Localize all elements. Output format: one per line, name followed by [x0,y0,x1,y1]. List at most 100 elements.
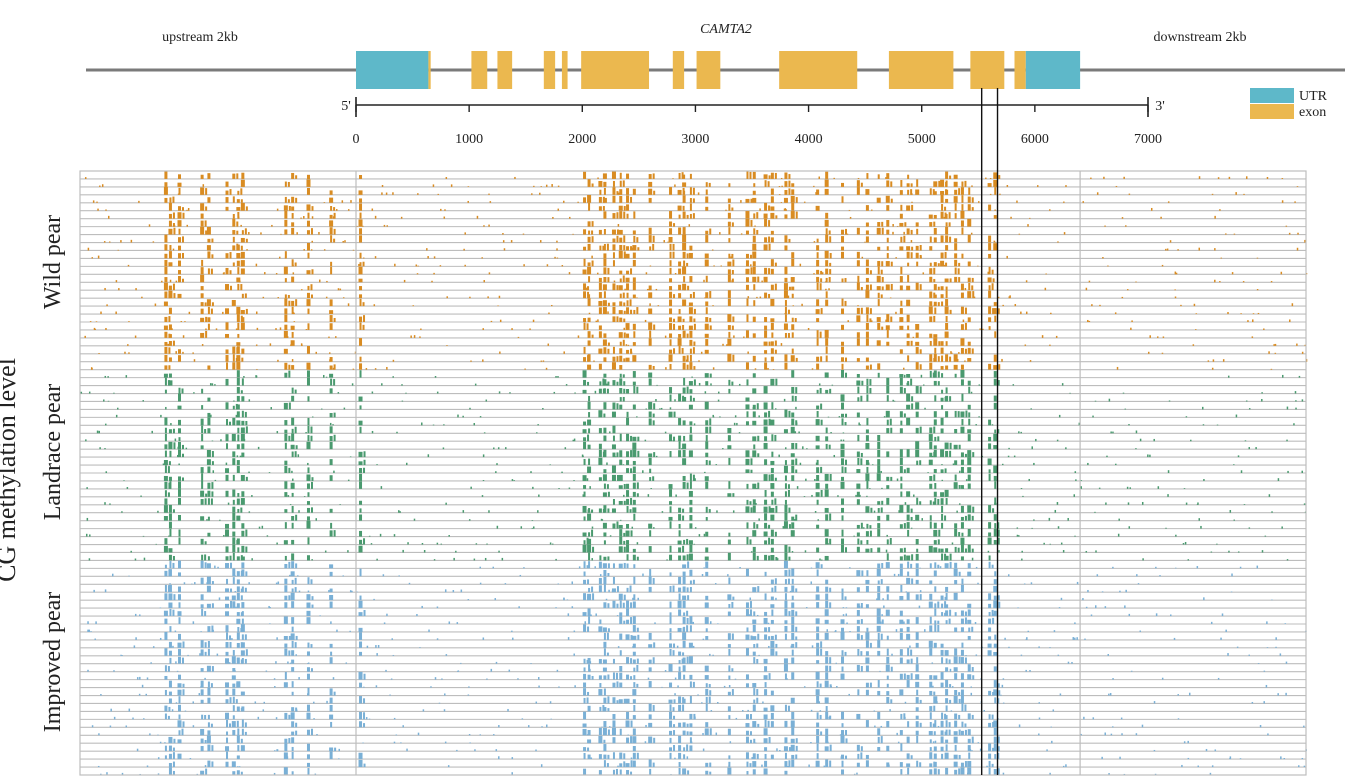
methylation-bar [225,206,229,211]
methylation-bar [998,364,1001,370]
methylation-bar [1074,471,1077,473]
methylation-bar [333,379,336,386]
methylation-bar [933,294,937,299]
methylation-bar [618,474,623,481]
methylation-bar [865,689,869,696]
methylation-bar [415,264,418,267]
methylation-bar [178,602,181,609]
methylation-bar [886,635,889,640]
methylation-bar [795,211,798,219]
methylation-bar [688,553,693,561]
methylation-bar [746,536,749,545]
methylation-bar [712,654,714,656]
methylation-bar [841,413,845,418]
methylation-bar [204,562,207,569]
methylation-bar [598,277,602,283]
methylation-bar [212,470,215,473]
methylation-bar [807,327,810,330]
methylation-bar [816,189,820,195]
methylation-bar [100,311,102,315]
methylation-bar [289,504,292,505]
methylation-bar [514,176,516,179]
methylation-bar [689,187,692,195]
methylation-bar [359,426,362,434]
methylation-bar [877,515,881,521]
methylation-bar [1087,319,1089,322]
methylation-bar [960,544,964,553]
methylation-bar [893,400,896,402]
methylation-bar [988,235,992,243]
methylation-bar [825,651,829,656]
methylation-bar [310,249,313,251]
methylation-bar [630,617,633,624]
methylation-bar [611,590,614,593]
methylation-bar [944,331,949,338]
methylation-bar [284,643,288,648]
methylation-bar [816,318,820,322]
methylation-bar [118,288,120,291]
methylation-bar [825,268,829,275]
methylation-bar [606,484,609,489]
methylation-bar [1048,517,1051,521]
methylation-bar [603,697,607,704]
methylation-bar [785,209,788,211]
methylation-bar [860,182,863,187]
methylation-bar [236,556,240,561]
methylation-bar [681,658,684,664]
methylation-bar [727,269,731,275]
methylation-bar [678,418,682,426]
methylation-bar [206,582,208,585]
methylation-bar [374,256,377,259]
methylation-bar [236,277,241,283]
methylation-bar [1225,233,1227,235]
methylation-bar [616,586,619,593]
methylation-bar [993,727,997,736]
methylation-bar [152,241,155,243]
methylation-bar [225,689,229,696]
methylation-bar [790,355,795,362]
methylation-bar [686,625,689,632]
methylation-bar [865,531,869,537]
methylation-bar [958,692,961,696]
methylation-bar [168,373,172,378]
methylation-bar [705,531,709,537]
methylation-bar [717,623,719,624]
methylation-bar [583,485,587,489]
methylation-bar [825,538,829,545]
methylation-bar [177,498,181,505]
methylation-bar [1289,319,1291,322]
methylation-bar [763,531,768,537]
methylation-bar [263,701,266,704]
methylation-bar [329,564,334,569]
methylation-bar [428,629,430,632]
methylation-bar [1049,209,1051,211]
methylation-bar [841,627,845,632]
methylation-bar [587,579,590,585]
methylation-bar [1033,462,1035,466]
methylation-bar [677,189,682,195]
methylation-bar [229,697,232,704]
methylation-bar [598,363,602,370]
methylation-bar [521,718,524,720]
methylation-bar [109,503,111,505]
methylation-bar [621,478,623,481]
methylation-bar [940,417,944,426]
methylation-bar [329,190,333,195]
methylation-bar [416,614,418,617]
methylation-bar [951,542,954,545]
methylation-bar [201,434,204,442]
methylation-bar [648,576,652,585]
methylation-bar [948,722,951,728]
methylation-bar [236,632,240,640]
methylation-bar [306,704,310,712]
methylation-bar [841,515,844,521]
methylation-bar [236,314,240,322]
methylation-bar [284,465,288,473]
methylation-bar [1084,638,1086,640]
methylation-bar [749,739,752,744]
methylation-bar [731,602,734,609]
methylation-bar [678,530,681,537]
methylation-bar [290,340,295,346]
methylation-bar [586,659,589,664]
methylation-bar [829,473,832,481]
